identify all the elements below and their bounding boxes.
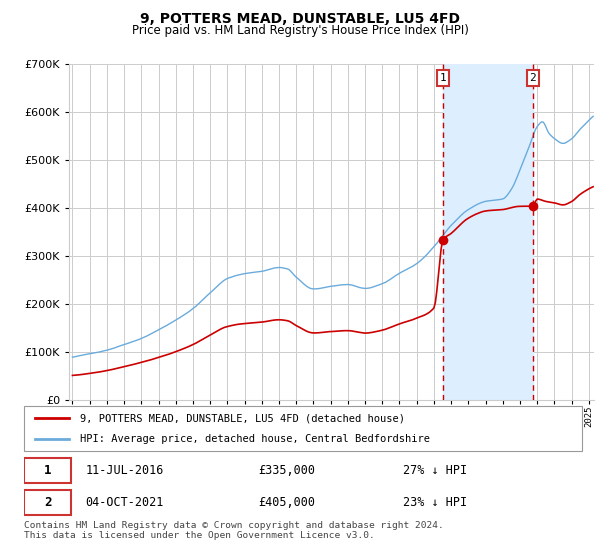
- Text: 11-JUL-2016: 11-JUL-2016: [85, 464, 164, 477]
- Text: 9, POTTERS MEAD, DUNSTABLE, LU5 4FD (detached house): 9, POTTERS MEAD, DUNSTABLE, LU5 4FD (det…: [80, 413, 405, 423]
- Text: Price paid vs. HM Land Registry's House Price Index (HPI): Price paid vs. HM Land Registry's House …: [131, 24, 469, 36]
- Text: 2: 2: [44, 496, 52, 509]
- Text: £335,000: £335,000: [259, 464, 316, 477]
- Text: 23% ↓ HPI: 23% ↓ HPI: [403, 496, 467, 509]
- FancyBboxPatch shape: [24, 491, 71, 515]
- Text: 9, POTTERS MEAD, DUNSTABLE, LU5 4FD: 9, POTTERS MEAD, DUNSTABLE, LU5 4FD: [140, 12, 460, 26]
- Text: HPI: Average price, detached house, Central Bedfordshire: HPI: Average price, detached house, Cent…: [80, 433, 430, 444]
- Text: 1: 1: [440, 73, 446, 83]
- FancyBboxPatch shape: [24, 406, 582, 451]
- Text: £405,000: £405,000: [259, 496, 316, 509]
- Text: 04-OCT-2021: 04-OCT-2021: [85, 496, 164, 509]
- FancyBboxPatch shape: [24, 458, 71, 483]
- Text: 2: 2: [530, 73, 536, 83]
- Text: Contains HM Land Registry data © Crown copyright and database right 2024.
This d: Contains HM Land Registry data © Crown c…: [24, 521, 444, 540]
- Text: 27% ↓ HPI: 27% ↓ HPI: [403, 464, 467, 477]
- Bar: [443, 64, 533, 400]
- Text: 1: 1: [44, 464, 52, 477]
